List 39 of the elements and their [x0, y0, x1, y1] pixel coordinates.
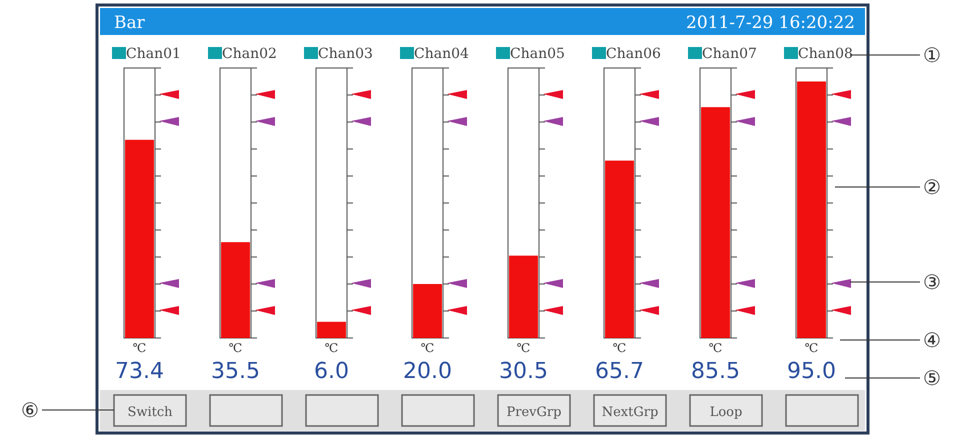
text: Switch	[127, 405, 174, 420]
data-label: 6.0	[314, 359, 349, 384]
text: ℃	[420, 341, 434, 355]
bar	[413, 284, 442, 338]
text: ℃	[516, 341, 530, 355]
x-tick-label: Chan06	[606, 46, 661, 62]
bar	[509, 256, 538, 338]
data-label: 95.0	[787, 359, 836, 384]
data-label: 35.5	[211, 359, 260, 384]
text: ℃	[228, 341, 242, 355]
text: ℃	[324, 341, 338, 355]
x-tick-label: Chan08	[798, 46, 853, 62]
text: ③	[923, 270, 941, 294]
chart-subtitle: 2011-7-29 16:20:22	[686, 13, 855, 33]
text: ⑤	[923, 366, 941, 390]
data-label: 20.0	[403, 359, 452, 384]
text: ℃	[804, 341, 818, 355]
data-label: 30.5	[499, 359, 548, 384]
text: ℃	[708, 341, 722, 355]
text: ②	[923, 175, 941, 199]
chart-title: Bar	[114, 13, 146, 33]
x-tick-label: Chan02	[222, 46, 277, 62]
x-tick-label: Chan03	[318, 46, 373, 62]
x-tick-label: Chan05	[510, 46, 565, 62]
text: ⑥	[21, 398, 39, 422]
x-tick-label: Chan01	[126, 46, 181, 62]
x-tick-label: Chan04	[414, 46, 469, 62]
text: ℃	[132, 341, 146, 355]
data-label: 85.5	[691, 359, 740, 384]
text: NextGrp	[602, 405, 658, 420]
text: ℃	[612, 341, 626, 355]
data-label: 73.4	[115, 359, 164, 384]
text: ④	[923, 328, 941, 352]
text: PrevGrp	[506, 405, 562, 420]
text: ①	[923, 43, 941, 67]
x-tick-label: Chan07	[702, 46, 757, 62]
text: Loop	[710, 405, 742, 420]
data-label: 65.7	[595, 359, 644, 384]
bar	[317, 322, 346, 338]
